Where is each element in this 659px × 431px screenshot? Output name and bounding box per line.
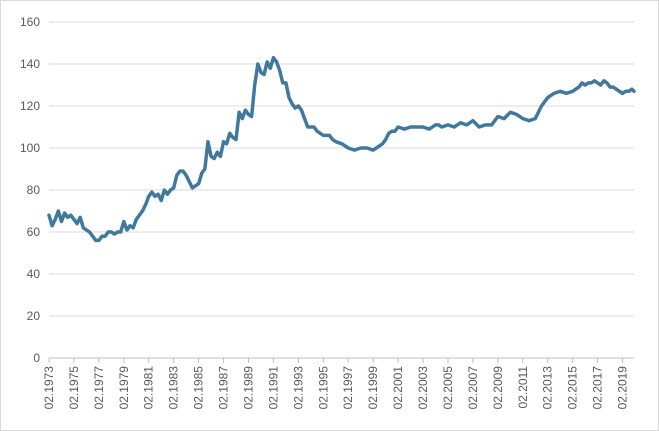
x-tick-label: 02.2003 <box>416 366 430 410</box>
x-tick-label: 02.1987 <box>217 366 231 410</box>
y-tick-label: 120 <box>20 99 40 113</box>
x-tick-label: 02.1981 <box>142 366 156 410</box>
x-tick-label: 02.1991 <box>266 366 280 410</box>
x-axis <box>48 357 634 363</box>
gridlines <box>49 21 634 317</box>
x-tick-label: 02.1997 <box>341 366 355 410</box>
x-tick-label: 02.2013 <box>541 366 555 410</box>
x-tick-label: 02.1973 <box>42 366 56 410</box>
x-axis-tick-labels: 02.1973 02.1975 02.1977 02.1979 02.1981 02.19… <box>42 366 630 410</box>
x-tick-label: 02.2011 <box>516 366 530 409</box>
y-tick-label: 140 <box>20 57 40 71</box>
x-tick-label: 02.1977 <box>92 366 106 410</box>
x-tick-label: 02.2019 <box>616 366 630 410</box>
x-tick-label: 02.2017 <box>591 366 605 410</box>
y-tick-label: 60 <box>27 225 41 239</box>
x-tick-label: 02.1975 <box>67 366 81 410</box>
x-tick-label: 02.1985 <box>192 366 206 410</box>
x-tick-label: 02.1995 <box>316 366 330 410</box>
x-tick-label: 02.1983 <box>167 366 181 410</box>
x-tick-label: 02.2001 <box>391 366 405 410</box>
y-tick-label: 20 <box>27 309 41 323</box>
series-layer <box>47 55 636 243</box>
x-tick-label: 02.1993 <box>291 366 305 410</box>
x-tick-label: 02.2005 <box>441 366 455 410</box>
y-tick-label: 0 <box>33 351 40 365</box>
y-tick-label: 100 <box>20 141 40 155</box>
y-tick-label: 160 <box>20 15 40 29</box>
x-tick-label: 02.1979 <box>117 366 131 410</box>
x-tick-label: 02.1989 <box>241 366 255 410</box>
x-tick-label: 02.2009 <box>491 366 505 410</box>
x-tick-label: 02.1999 <box>366 366 380 410</box>
x-tick-label: 02.2007 <box>466 366 480 410</box>
x-tick-label: 02.2015 <box>566 366 580 410</box>
y-tick-label: 80 <box>27 183 41 197</box>
series-line-0 <box>47 55 636 243</box>
y-tick-label: 40 <box>27 267 41 281</box>
y-axis-tick-labels: 0 20 40 60 80 100 120 140 160 <box>20 15 40 365</box>
